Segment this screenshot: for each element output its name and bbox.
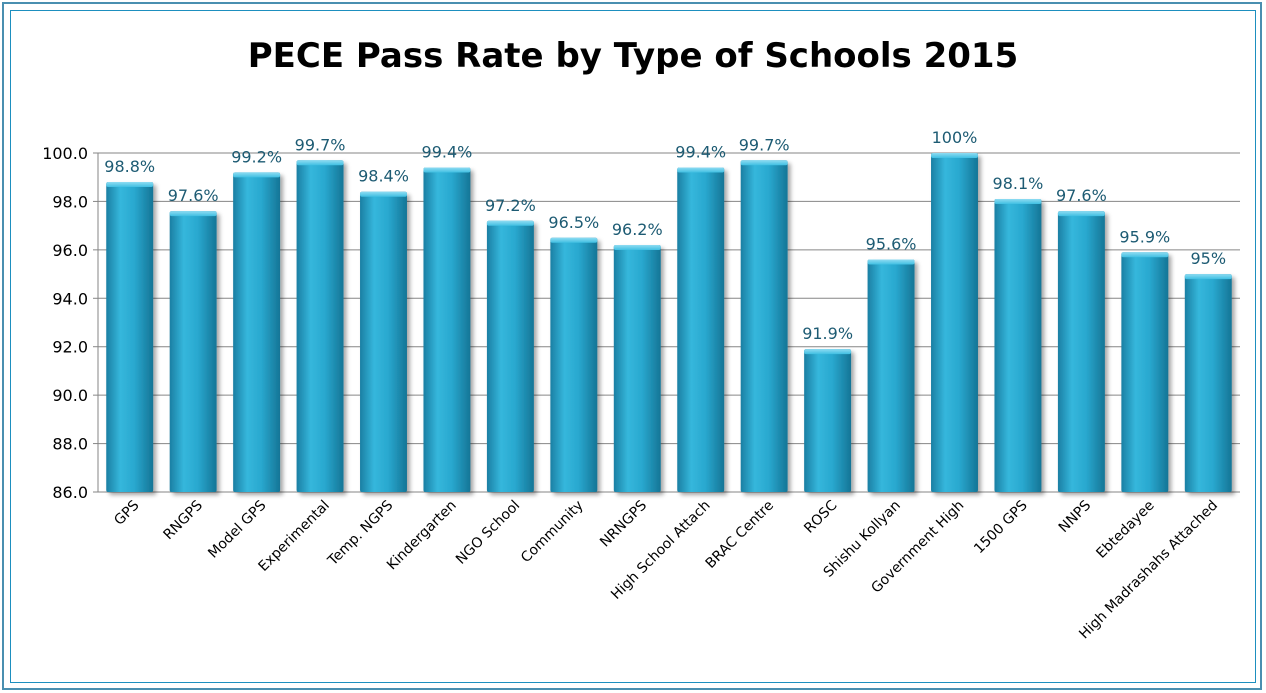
data-label: 96.2% xyxy=(612,220,663,239)
bar xyxy=(677,167,725,492)
bar-group xyxy=(106,182,154,493)
bar-top-highlight xyxy=(994,199,1042,205)
x-tick-label: Ebtedayee xyxy=(1093,498,1157,562)
bar-group xyxy=(360,191,407,492)
bar-top-highlight xyxy=(677,167,725,173)
axes xyxy=(93,152,1240,493)
y-tick-label: 96.0 xyxy=(52,241,88,260)
bar xyxy=(804,349,852,492)
bar-group xyxy=(1184,274,1232,492)
bar xyxy=(1057,211,1105,492)
data-label: 95.9% xyxy=(1119,227,1170,246)
bar xyxy=(360,191,407,492)
chart-title: PECE Pass Rate by Type of Schools 2015 xyxy=(247,36,1019,76)
bar-group xyxy=(613,245,661,492)
bar-group xyxy=(740,160,788,492)
bar-top-highlight xyxy=(931,153,978,158)
x-tick-label: Community xyxy=(518,498,587,567)
bar-group xyxy=(1057,211,1105,492)
bar-top-highlight xyxy=(169,211,217,217)
bar-group xyxy=(994,199,1042,492)
bar-group xyxy=(1121,252,1169,492)
y-tick-label: 94.0 xyxy=(52,289,88,308)
x-tick-label: BRAC Centre xyxy=(703,498,777,572)
bar-group xyxy=(804,349,852,492)
bar-top-highlight xyxy=(867,259,915,265)
y-tick-label: 92.0 xyxy=(52,338,88,357)
data-label: 97.6% xyxy=(168,186,219,205)
data-label: 96.5% xyxy=(548,213,599,232)
bar-top-highlight xyxy=(1121,252,1169,258)
data-label: 98.1% xyxy=(993,174,1044,193)
bar-top-highlight xyxy=(613,245,661,251)
bar-top-highlight xyxy=(360,191,407,197)
bar xyxy=(740,160,788,492)
x-tick-label: High Madrashahs Attached xyxy=(1076,498,1221,643)
x-tick-label: ROSC xyxy=(801,497,840,536)
bar xyxy=(233,172,281,492)
bar-top-highlight xyxy=(233,172,281,178)
bars xyxy=(106,153,1232,493)
chart-inner-frame xyxy=(10,10,1256,683)
data-label: 99.7% xyxy=(739,135,790,154)
data-label: 98.4% xyxy=(358,167,409,186)
bar-top-highlight xyxy=(804,349,852,355)
bar-top-highlight xyxy=(106,182,154,188)
bar-top-highlight xyxy=(1057,211,1105,217)
x-tick-label: RNGPS xyxy=(160,497,206,543)
bar xyxy=(106,182,154,493)
bar xyxy=(486,220,534,493)
data-label: 98.8% xyxy=(104,157,155,176)
bar-group xyxy=(550,237,598,492)
data-label: 95.6% xyxy=(866,235,917,254)
bar-group xyxy=(169,211,217,492)
bar xyxy=(1184,274,1232,492)
x-tick-label: NGO School xyxy=(453,498,523,568)
x-tick-label: NNPS xyxy=(1056,497,1094,535)
bar-top-highlight xyxy=(486,220,534,226)
bar-top-highlight xyxy=(1184,274,1232,280)
data-label: 97.6% xyxy=(1056,186,1107,205)
gridlines xyxy=(98,152,1240,493)
y-tick-label: 100.0 xyxy=(42,144,88,163)
bar xyxy=(931,153,978,492)
y-tick-label: 88.0 xyxy=(52,435,88,454)
x-tick-label: Temp. NGPS xyxy=(324,497,396,569)
bar-top-highlight xyxy=(740,160,788,166)
bar-group xyxy=(931,153,978,492)
bar-group xyxy=(296,160,344,492)
bar xyxy=(867,259,915,492)
x-tick-label: 1500 GPS xyxy=(971,497,1031,557)
bar xyxy=(296,160,344,492)
bar-top-highlight xyxy=(550,237,598,243)
bar xyxy=(550,237,598,492)
bar-group xyxy=(423,167,471,492)
data-label: 91.9% xyxy=(802,324,853,343)
data-label: 100% xyxy=(932,128,978,147)
data-label: 95% xyxy=(1190,249,1226,268)
bar xyxy=(613,245,661,492)
bar xyxy=(1121,252,1169,492)
data-label: 99.4% xyxy=(675,143,726,162)
bar xyxy=(169,211,217,492)
data-label: 97.2% xyxy=(485,196,536,215)
y-tick-label: 86.0 xyxy=(52,483,88,502)
x-tick-label: Model GPS xyxy=(205,497,269,561)
x-tick-label: NRNGPS xyxy=(597,497,650,550)
y-tick-label: 90.0 xyxy=(52,386,88,405)
bar-top-highlight xyxy=(296,160,344,166)
bar-group xyxy=(867,259,915,492)
bar-group xyxy=(677,167,725,492)
bar xyxy=(994,199,1042,492)
data-label: 99.2% xyxy=(231,147,282,166)
bar-group xyxy=(233,172,281,492)
data-label: 99.7% xyxy=(295,135,346,154)
bar-top-highlight xyxy=(423,167,471,173)
x-tick-label: GPS xyxy=(111,497,142,528)
bar xyxy=(423,167,471,492)
y-tick-label: 98.0 xyxy=(52,192,88,211)
data-label: 99.4% xyxy=(422,143,473,162)
bar-group xyxy=(486,220,534,493)
